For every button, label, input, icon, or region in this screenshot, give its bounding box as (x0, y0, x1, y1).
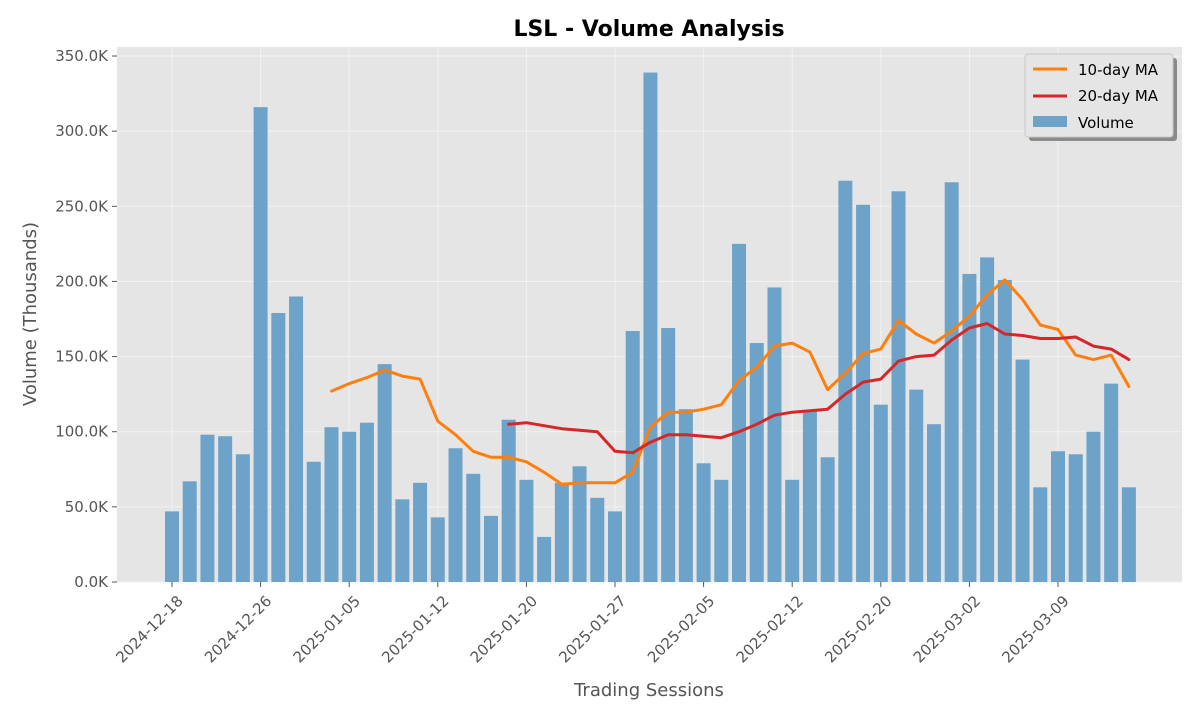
y-tick-label: 200.0K (55, 272, 109, 290)
volume-bar (926, 424, 941, 582)
chart-title: LSL - Volume Analysis (513, 17, 784, 42)
volume-bar (413, 482, 428, 582)
y-axis-ticks: 0.0K 50.0K 100.0K 150.0K 200.0K 250.0K 300.0K 3… (55, 47, 117, 591)
volume-bar (395, 499, 410, 582)
volume-bar (271, 312, 286, 582)
volume-bar (625, 331, 640, 582)
20-day-ma-line (507, 322, 1131, 455)
y-tick-label: 100.0K (55, 423, 109, 441)
legend: 10-day MA 20-day MA Volume (1024, 53, 1177, 141)
volume-bar (165, 511, 179, 582)
y-axis-label: Volume (Thousands) (20, 222, 41, 406)
volume-bars (165, 72, 1136, 583)
volume-bar (696, 463, 711, 582)
y-tick-label: 300.0K (55, 122, 109, 140)
volume-bar (519, 479, 534, 582)
volume-bar (501, 419, 516, 582)
volume-bar (873, 404, 888, 582)
volume-bar (1051, 451, 1065, 582)
volume-bar (944, 182, 959, 582)
volume-bar (306, 461, 321, 582)
volume-bar (732, 243, 747, 582)
volume-bar (430, 517, 445, 582)
volume-bar (537, 536, 552, 582)
volume-bar (377, 364, 392, 582)
legend-swatch-volume (1033, 116, 1067, 127)
volume-bar (909, 389, 924, 582)
volume-bar (572, 466, 587, 582)
volume-bar (359, 422, 374, 582)
volume-bar (661, 328, 676, 582)
volume-bar (820, 457, 835, 582)
volume-bar (200, 434, 215, 582)
volume-bar (483, 515, 498, 582)
volume-bar (997, 279, 1012, 582)
volume-bar (590, 497, 605, 582)
volume-bar (962, 273, 977, 582)
legend-label-20-day-ma: 20-day MA (1078, 87, 1159, 105)
volume-bar (235, 454, 250, 582)
volume-bar (554, 482, 569, 582)
volume-bar (608, 511, 622, 582)
volume-bar (1121, 487, 1136, 582)
volume-bar (1086, 431, 1101, 582)
volume-bar (802, 410, 817, 582)
volume-bar (289, 296, 304, 582)
volume-bar (980, 257, 995, 582)
legend-label-10-day-ma: 10-day MA (1078, 61, 1159, 79)
volume-bar (643, 72, 658, 582)
y-tick-label: 150.0K (55, 348, 109, 366)
volume-bar (767, 287, 782, 582)
volume-bar (253, 107, 268, 582)
volume-bar (838, 180, 853, 582)
x-axis-label: Trading Sessions (573, 680, 724, 701)
volume-bar (1015, 359, 1030, 582)
legend-label-volume: Volume (1078, 114, 1134, 132)
volume-bar (749, 343, 764, 582)
volume-bar (1104, 383, 1119, 582)
volume-bar (785, 479, 800, 582)
volume-bar (218, 436, 233, 582)
volume-bar (714, 479, 729, 582)
volume-bar (342, 431, 357, 582)
volume-bar (678, 409, 693, 582)
y-tick-label: 350.0K (55, 47, 109, 65)
y-tick-label: 50.0K (65, 498, 109, 516)
volume-bar (856, 204, 871, 583)
ma-lines (330, 278, 1131, 486)
10-day-ma-line (330, 278, 1131, 486)
y-tick-label: 0.0K (74, 573, 109, 591)
volume-bar (891, 191, 906, 583)
volume-bar (324, 427, 339, 582)
volume-bar (182, 481, 197, 582)
volume-bar (466, 473, 481, 582)
volume-bar (1068, 454, 1083, 582)
volume-bar (448, 448, 463, 582)
volume-bar (1033, 487, 1048, 582)
y-tick-label: 250.0K (55, 197, 109, 215)
